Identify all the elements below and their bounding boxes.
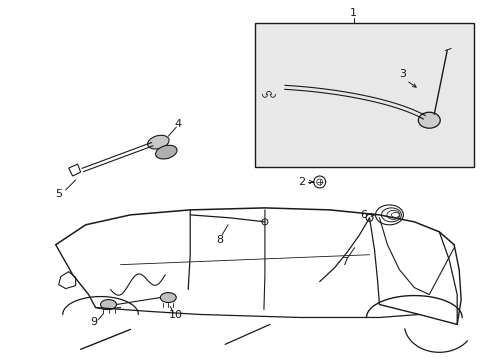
Text: 9: 9 bbox=[90, 318, 97, 328]
Text: 7: 7 bbox=[340, 257, 347, 267]
Text: 5: 5 bbox=[55, 189, 62, 199]
Ellipse shape bbox=[101, 300, 116, 310]
Text: 8: 8 bbox=[216, 235, 223, 245]
Text: 2: 2 bbox=[297, 177, 304, 187]
Text: 10: 10 bbox=[169, 310, 183, 320]
Ellipse shape bbox=[155, 145, 177, 159]
Text: 1: 1 bbox=[349, 8, 356, 18]
Ellipse shape bbox=[417, 112, 439, 128]
Text: 4: 4 bbox=[174, 119, 182, 129]
Text: 6: 6 bbox=[360, 210, 367, 220]
Text: 3: 3 bbox=[398, 69, 405, 80]
Bar bbox=[254, 23, 473, 167]
Ellipse shape bbox=[147, 135, 169, 149]
Ellipse shape bbox=[160, 293, 176, 302]
